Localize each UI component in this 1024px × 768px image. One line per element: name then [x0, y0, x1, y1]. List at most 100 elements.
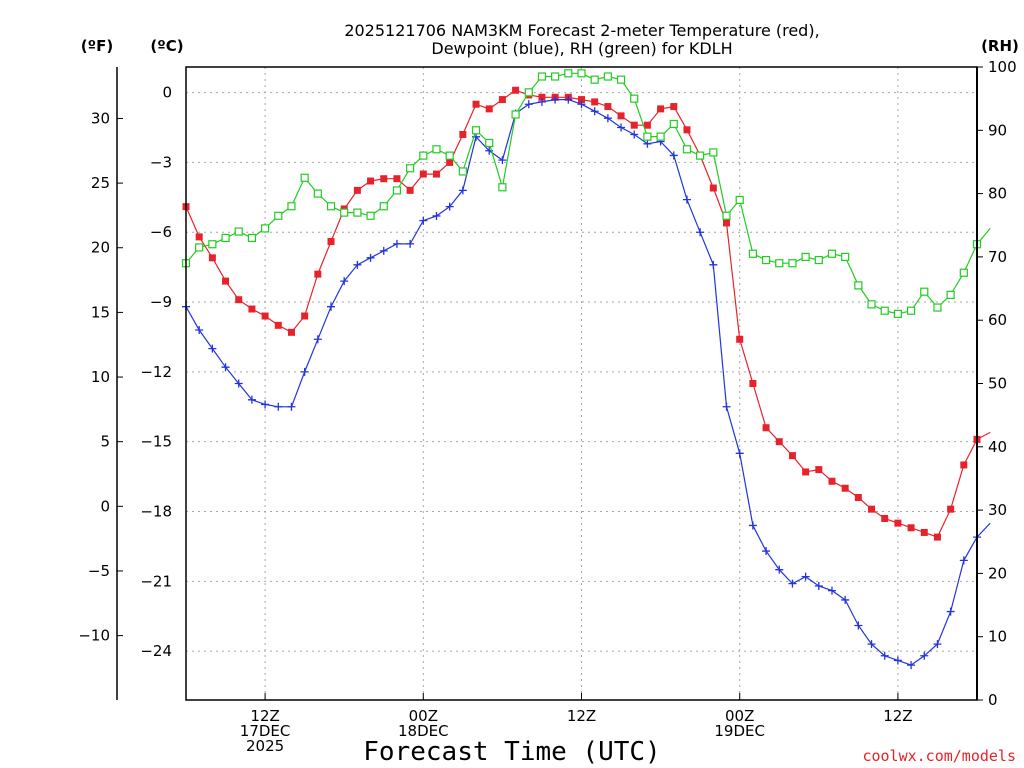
rh-tick-label: 90	[988, 121, 1007, 139]
data-point-temperature	[723, 219, 731, 227]
data-point-temperature	[472, 100, 480, 108]
data-point-rh	[682, 145, 692, 154]
data-point-dewpoint	[748, 521, 757, 530]
data-point-dewpoint	[867, 640, 876, 649]
data-point-temperature	[406, 186, 414, 194]
rh-tick-label: 10	[988, 628, 1007, 646]
data-point-temperature	[894, 519, 902, 527]
celsius-tick-label: −18	[140, 502, 172, 520]
data-point-dewpoint	[946, 607, 955, 616]
data-point-rh	[261, 224, 270, 233]
data-point-rh	[432, 145, 441, 154]
data-point-temperature	[736, 335, 744, 343]
data-point-rh	[221, 233, 230, 243]
data-point-rh	[313, 189, 322, 198]
data-point-rh	[748, 249, 757, 258]
data-point-temperature	[314, 270, 322, 278]
celsius-tick-label: −12	[140, 363, 172, 381]
x-tick-label: 19DEC	[714, 722, 765, 740]
data-point-rh	[709, 148, 718, 157]
data-point-dewpoint	[709, 260, 718, 269]
data-point-dewpoint	[366, 253, 375, 262]
data-point-rh	[511, 110, 520, 119]
data-point-dewpoint	[854, 621, 863, 630]
data-point-temperature	[301, 312, 309, 320]
data-point-dewpoint	[814, 581, 823, 590]
data-point-rh	[761, 255, 771, 265]
data-point-rh	[656, 132, 665, 141]
data-point-rh	[392, 186, 402, 195]
data-point-rh	[827, 249, 837, 258]
data-point-rh	[616, 75, 626, 84]
data-point-dewpoint	[261, 400, 270, 409]
data-point-temperature	[287, 328, 295, 336]
data-point-rh	[920, 287, 929, 296]
data-point-temperature	[630, 121, 638, 129]
data-point-dewpoint	[445, 202, 454, 211]
data-point-dewpoint	[432, 211, 441, 220]
data-point-temperature	[683, 126, 691, 134]
fahrenheit-unit-label: (ºF)	[81, 37, 113, 55]
rh-tick-label: 20	[988, 564, 1007, 582]
series-dewpoint	[182, 95, 991, 670]
data-point-dewpoint	[208, 344, 217, 353]
fahrenheit-tick-label: 15	[91, 303, 110, 321]
data-point-temperature	[393, 175, 401, 183]
data-point-dewpoint	[274, 402, 283, 411]
data-point-dewpoint	[696, 228, 705, 237]
data-point-dewpoint	[300, 367, 309, 376]
rh-tick-label: 0	[988, 691, 998, 709]
data-point-rh	[300, 173, 309, 182]
data-point-temperature	[432, 170, 440, 178]
data-point-temperature	[868, 505, 876, 513]
series-line-dewpoint	[185, 98, 991, 666]
celsius-tick-label: 0	[162, 84, 172, 102]
data-point-rh	[340, 208, 349, 217]
data-point-temperature	[920, 528, 928, 536]
data-point-rh	[498, 183, 507, 192]
data-point-temperature	[367, 177, 375, 185]
data-point-rh	[274, 211, 283, 220]
data-point-temperature	[604, 103, 612, 111]
data-point-rh	[366, 211, 375, 220]
data-point-temperature	[208, 254, 216, 262]
data-point-rh	[326, 202, 336, 211]
data-point-dewpoint	[234, 379, 243, 388]
data-point-rh	[195, 243, 204, 252]
celsius-tick-label: −15	[140, 433, 172, 451]
series-line-rh	[185, 72, 991, 315]
data-point-dewpoint	[643, 139, 652, 148]
x-tick-label: 00Z	[725, 707, 754, 725]
rh-tick-label: 100	[988, 58, 1017, 76]
chart-title-line2: Dewpoint (blue), RH (green) for KDLH	[431, 39, 732, 58]
data-point-rh	[247, 233, 257, 243]
data-point-rh	[841, 252, 850, 261]
data-point-temperature	[960, 461, 968, 469]
fahrenheit-tick-label: 25	[91, 174, 110, 192]
data-point-rh	[445, 151, 454, 160]
data-point-rh	[880, 306, 889, 315]
fahrenheit-tick-label: 30	[91, 109, 110, 127]
data-point-dewpoint	[933, 640, 942, 649]
data-point-dewpoint	[406, 239, 415, 248]
data-point-temperature	[353, 186, 361, 194]
data-point-rh	[735, 195, 744, 205]
data-point-temperature	[749, 380, 757, 387]
data-point-dewpoint	[920, 651, 929, 660]
data-point-temperature	[670, 103, 678, 111]
rh-tick-label: 80	[988, 185, 1007, 203]
data-point-dewpoint	[722, 402, 731, 411]
data-point-temperature	[591, 98, 599, 106]
data-point-rh	[234, 227, 243, 236]
data-point-dewpoint	[775, 565, 784, 574]
x-tick-label: 12Z	[883, 707, 912, 725]
data-point-temperature	[485, 105, 493, 113]
data-point-dewpoint	[353, 260, 362, 269]
data-point-dewpoint	[313, 335, 322, 344]
data-point-dewpoint	[788, 579, 797, 588]
data-point-temperature	[617, 112, 625, 120]
data-point-dewpoint	[603, 114, 612, 123]
x-tick-label: 2025	[246, 737, 284, 755]
data-point-rh	[208, 240, 217, 249]
